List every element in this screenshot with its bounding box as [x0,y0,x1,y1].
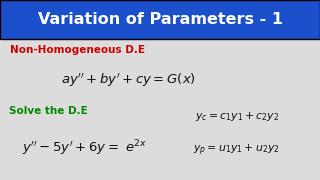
FancyBboxPatch shape [0,0,320,39]
Text: $y_p = u_1y_1 + u_2y_2$: $y_p = u_1y_1 + u_2y_2$ [194,143,280,158]
Text: $y'' - 5y' + 6y = \ e^{2x}$: $y'' - 5y' + 6y = \ e^{2x}$ [22,139,148,158]
Text: Variation of Parameters - 1: Variation of Parameters - 1 [37,12,283,27]
Text: Non-Homogeneous D.E: Non-Homogeneous D.E [10,45,145,55]
Text: $y_c = c_1y_1 + c_2y_2$: $y_c = c_1y_1 + c_2y_2$ [195,110,279,123]
Text: $ay'' + by' + cy = G(x)$: $ay'' + by' + cy = G(x)$ [60,71,196,89]
Text: Solve the D.E: Solve the D.E [9,106,87,116]
